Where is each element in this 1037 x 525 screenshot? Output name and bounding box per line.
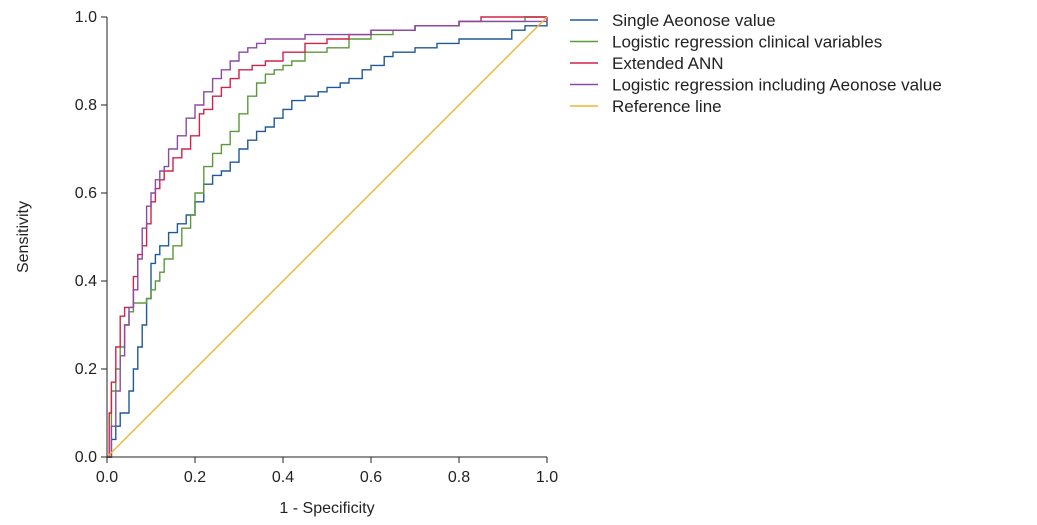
legend-item-logistic-regression-clinical-variables: Logistic regression clinical variables [570,33,882,52]
legend-label: Logistic regression including Aeonose va… [612,76,942,95]
y-axis-title: Sensitivity [15,201,32,273]
series-line-reference-line [106,16,548,458]
x-axis-title: 1 - Specificity [279,500,374,517]
legend-item-logistic-regression-including-aeonose-value: Logistic regression including Aeonose va… [570,76,942,95]
x-tick-label: 1.0 [536,469,558,486]
legend: Single Aeonose value Logistic regression … [570,11,942,116]
y-tick-label: 0.0 [75,449,97,466]
x-tick-label: 0.4 [272,469,294,486]
y-axis-ticks: 0.0 0.2 0.4 0.6 0.8 1.0 [75,9,107,466]
x-tick-label: 0.2 [184,469,206,486]
series-line-logistic-regression-including-aeonose-value [107,17,548,458]
x-tick-label: 0.8 [448,469,470,486]
y-tick-label: 0.6 [75,185,97,202]
axes: 0.0 0.2 0.4 0.6 0.8 1.0 0.0 0.2 0.4 0.6 0.8 1.0 1 … [15,9,558,517]
legend-label: Single Aeonose value [612,11,776,30]
legend-label: Logistic regression clinical variables [612,33,882,52]
x-axis-ticks: 0.0 0.2 0.4 0.6 0.8 1.0 [96,457,558,486]
plot-area [106,16,548,458]
y-tick-label: 0.4 [75,273,97,290]
legend-item-extended-ann: Extended ANN [570,54,724,73]
x-tick-label: 0.6 [360,469,382,486]
x-tick-label: 0.0 [96,469,118,486]
legend-label: Reference line [612,97,722,116]
series-line-logistic-regression-clinical-variables [107,16,547,458]
legend-item-reference-line: Reference line [570,97,722,116]
y-tick-label: 1.0 [75,9,97,26]
legend-label: Extended ANN [612,54,724,73]
y-tick-label: 0.8 [75,97,97,114]
series-line-single-aeonose-value [107,17,548,458]
legend-item-single-aeonose-value: Single Aeonose value [570,11,776,30]
y-tick-label: 0.2 [75,361,97,378]
